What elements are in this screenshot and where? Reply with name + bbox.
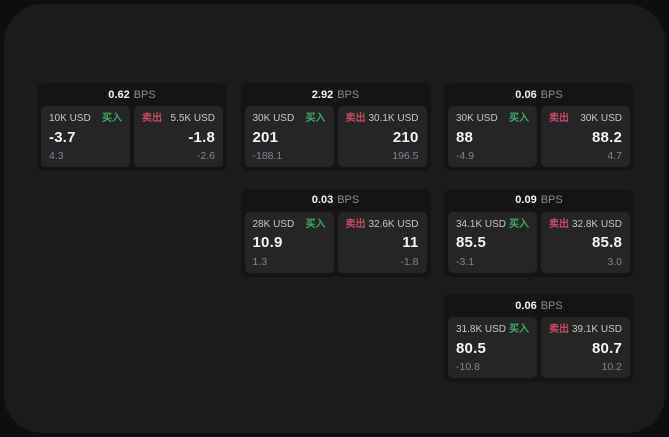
- sell-sub-value: -2.6: [196, 150, 215, 162]
- buy-amount: 31.8K USD: [456, 324, 507, 335]
- spread-card: 2.92 BPS 30K USD 买入 201 -188.1 卖出 30.1K …: [240, 83, 431, 171]
- buy-panel[interactable]: 34.1K USD 买入 85.5 -3.1: [448, 211, 537, 273]
- buy-sub-value: 4.3: [49, 150, 64, 162]
- buy-price: 85.5: [456, 234, 486, 251]
- sell-side-label: 卖出: [345, 113, 366, 124]
- buy-sub-value: -4.9: [456, 150, 475, 162]
- sell-sub-value: 10.2: [601, 361, 622, 373]
- spread-card: 0.62 BPS 10K USD 买入 -3.7 4.3 卖出 5.5K USD…: [37, 83, 227, 171]
- sell-panel[interactable]: 卖出 30.1K USD 210 196.5: [337, 106, 427, 167]
- sell-amount: 30.1K USD: [368, 113, 419, 124]
- sell-panel[interactable]: 卖出 5.5K USD -1.8 -2.6: [134, 106, 223, 167]
- sell-side-label: 卖出: [345, 218, 366, 230]
- sell-amount: 39.1K USD: [571, 324, 622, 335]
- bps-header: 0.06 BPS: [444, 294, 634, 317]
- bps-unit-label: BPS: [337, 194, 360, 206]
- buy-amount: 30K USD: [456, 113, 498, 124]
- bps-header: 0.03 BPS: [241, 189, 431, 212]
- sell-price: 80.7: [592, 339, 622, 357]
- buy-sub-value: 1.3: [252, 255, 268, 268]
- spread-cards-grid: 0.62 BPS 10K USD 买入 -3.7 4.3 卖出 5.5K USD…: [37, 83, 634, 382]
- spread-card: 0.03 BPS 28K USD 买入 10.9 1.3 卖出 32.6K US…: [240, 188, 431, 277]
- buy-amount: 10K USD: [49, 113, 91, 124]
- sell-amount: 32.8K USD: [571, 218, 622, 230]
- bps-value: 0.62: [108, 88, 130, 101]
- buy-panel[interactable]: 31.8K USD 买入 80.5 -10.8: [448, 317, 537, 378]
- sell-side-label: 卖出: [549, 218, 569, 230]
- buy-sub-value: -188.1: [252, 150, 283, 162]
- bps-value: 0.09: [515, 194, 537, 206]
- sell-panel[interactable]: 卖出 30K USD 88.2 4.7: [541, 106, 630, 167]
- sell-panel[interactable]: 卖出 32.6K USD 11 -1.8: [337, 211, 427, 273]
- sell-amount: 5.5K USD: [170, 113, 215, 124]
- buy-price: -3.7: [49, 128, 76, 146]
- sell-sub-value: 3.0: [607, 255, 622, 268]
- buy-panel[interactable]: 30K USD 买入 201 -188.1: [244, 106, 334, 167]
- buy-side-label: 买入: [102, 113, 122, 124]
- sell-sub-value: -1.8: [400, 255, 419, 268]
- bps-header: 2.92 BPS: [241, 83, 431, 106]
- spread-card: 0.06 BPS 31.8K USD 买入 80.5 -10.8 卖出 39.1…: [444, 294, 634, 382]
- spread-card: 0.06 BPS 30K USD 买入 88 -4.9 卖出 30K USD 8…: [444, 83, 634, 171]
- sell-amount: 30K USD: [580, 113, 622, 124]
- buy-sub-value: -10.8: [456, 361, 480, 373]
- buy-side-label: 买入: [509, 218, 529, 230]
- buy-amount: 30K USD: [252, 113, 295, 124]
- sell-sub-value: 4.7: [607, 150, 622, 162]
- buy-amount: 28K USD: [252, 218, 295, 230]
- buy-side-label: 买入: [305, 218, 326, 230]
- buy-side-label: 买入: [509, 113, 529, 124]
- buy-side-label: 买入: [509, 324, 529, 335]
- bps-unit-label: BPS: [337, 88, 360, 101]
- buy-panel[interactable]: 10K USD 买入 -3.7 4.3: [41, 106, 130, 167]
- buy-price: 80.5: [456, 339, 486, 357]
- spread-card: 0.09 BPS 34.1K USD 买入 85.5 -3.1 卖出 32.8K…: [444, 188, 634, 277]
- buy-panel[interactable]: 28K USD 买入 10.9 1.3: [244, 211, 334, 273]
- buy-price: 201: [252, 128, 279, 146]
- sell-amount: 32.6K USD: [368, 218, 419, 230]
- sell-price: 85.8: [592, 234, 622, 251]
- sell-price: 11: [402, 234, 419, 251]
- sell-panel[interactable]: 卖出 39.1K USD 80.7 10.2: [541, 317, 630, 378]
- buy-sell-panels: 28K USD 买入 10.9 1.3 卖出 32.6K USD 11 -1.8: [241, 211, 431, 277]
- buy-panel[interactable]: 30K USD 买入 88 -4.9: [448, 106, 537, 167]
- bps-header: 0.06 BPS: [444, 83, 634, 106]
- sell-sub-value: 196.5: [392, 150, 419, 162]
- sell-side-label: 卖出: [549, 324, 569, 335]
- buy-side-label: 买入: [305, 113, 326, 124]
- buy-amount: 34.1K USD: [456, 218, 507, 230]
- buy-sell-panels: 30K USD 买入 88 -4.9 卖出 30K USD 88.2 4.7: [444, 106, 634, 171]
- buy-sell-panels: 30K USD 买入 201 -188.1 卖出 30.1K USD 210 1…: [241, 106, 431, 171]
- bps-value: 2.92: [311, 88, 334, 101]
- bps-unit-label: BPS: [540, 88, 563, 101]
- bps-header: 0.62 BPS: [37, 83, 227, 106]
- sell-side-label: 卖出: [142, 113, 162, 124]
- sell-panel[interactable]: 卖出 32.8K USD 85.8 3.0: [541, 211, 630, 273]
- sell-price: -1.8: [188, 128, 215, 146]
- buy-price: 88: [456, 128, 474, 146]
- bps-unit-label: BPS: [133, 88, 156, 101]
- bps-header: 0.09 BPS: [444, 189, 634, 212]
- bps-value: 0.06: [515, 88, 537, 101]
- sell-price: 88.2: [592, 128, 622, 146]
- sell-side-label: 卖出: [549, 113, 569, 124]
- bps-unit-label: BPS: [540, 194, 563, 206]
- buy-price: 10.9: [252, 234, 283, 251]
- buy-sell-panels: 34.1K USD 买入 85.5 -3.1 卖出 32.8K USD 85.8…: [444, 211, 634, 277]
- buy-sell-panels: 31.8K USD 买入 80.5 -10.8 卖出 39.1K USD 80.…: [444, 317, 634, 382]
- buy-sell-panels: 10K USD 买入 -3.7 4.3 卖出 5.5K USD -1.8 -2.…: [37, 106, 227, 171]
- bps-value: 0.06: [515, 299, 537, 312]
- buy-sub-value: -3.1: [456, 255, 475, 268]
- bps-value: 0.03: [311, 194, 334, 206]
- sell-price: 210: [392, 128, 419, 146]
- bps-unit-label: BPS: [540, 299, 563, 312]
